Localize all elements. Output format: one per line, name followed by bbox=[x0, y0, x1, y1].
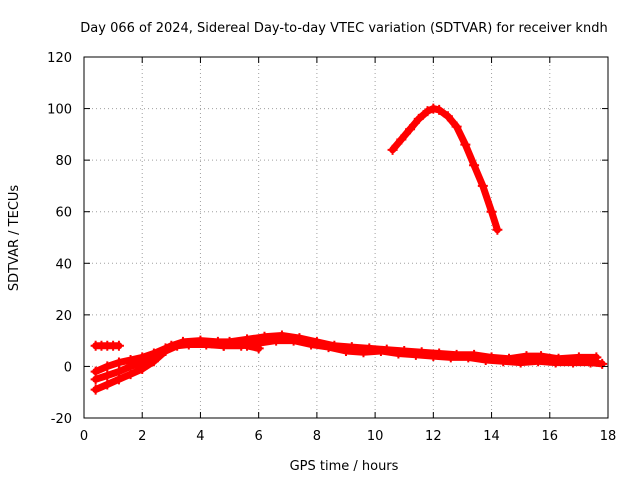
data-point bbox=[207, 338, 218, 349]
data-point bbox=[422, 106, 433, 117]
data-point bbox=[253, 343, 264, 354]
data-point bbox=[410, 349, 421, 360]
x-tick-label: 12 bbox=[425, 429, 442, 444]
data-point bbox=[387, 144, 398, 155]
data-point bbox=[113, 366, 124, 377]
plot-frame bbox=[83, 56, 609, 419]
data-point bbox=[477, 180, 488, 191]
y-tick-label: 60 bbox=[55, 206, 72, 221]
series-3 bbox=[90, 352, 159, 385]
data-point bbox=[306, 339, 317, 350]
data-point bbox=[396, 134, 407, 145]
x-tick-label: 4 bbox=[196, 429, 204, 444]
data-point bbox=[434, 104, 445, 115]
data-point bbox=[230, 338, 241, 349]
series-trace bbox=[389, 105, 501, 234]
data-point bbox=[428, 351, 439, 362]
data-point bbox=[393, 348, 404, 359]
data-point bbox=[102, 379, 113, 390]
series-5 bbox=[207, 338, 264, 354]
data-point bbox=[341, 345, 351, 356]
grid bbox=[84, 57, 608, 418]
x-axis: 0 2 4 6 8 10 12 14 16 18 bbox=[80, 57, 616, 444]
data-point bbox=[550, 357, 561, 368]
data-point bbox=[137, 357, 148, 368]
y-tick-label: 120 bbox=[47, 51, 72, 66]
data-point bbox=[288, 335, 299, 346]
data-point bbox=[568, 357, 579, 368]
y-tick-label: 80 bbox=[55, 154, 72, 169]
y-tick-label: 20 bbox=[55, 309, 72, 324]
data-point bbox=[442, 111, 453, 122]
y-axis: -20 0 20 40 60 80 100 120 bbox=[47, 51, 608, 427]
data-point bbox=[242, 340, 253, 351]
x-axis-title: GPS time / hours bbox=[290, 459, 399, 474]
data-point bbox=[451, 121, 462, 132]
data-point bbox=[125, 361, 136, 372]
x-tick-label: 6 bbox=[255, 429, 263, 444]
data-point bbox=[498, 356, 509, 367]
data-point bbox=[405, 124, 416, 135]
x-tick-label: 16 bbox=[542, 429, 559, 444]
data-point bbox=[148, 352, 159, 363]
series-0 bbox=[387, 103, 503, 235]
data-point bbox=[486, 206, 497, 217]
data-point bbox=[469, 160, 480, 171]
data-point bbox=[183, 339, 194, 350]
y-axis-title: SDTVAR / TECUs bbox=[7, 185, 22, 292]
data-point bbox=[323, 342, 334, 353]
data-point bbox=[90, 374, 101, 385]
data-point bbox=[102, 370, 113, 381]
y-tick-label: 40 bbox=[55, 257, 72, 272]
data-point bbox=[597, 358, 608, 369]
data-point bbox=[463, 352, 474, 363]
data-point bbox=[102, 361, 113, 372]
data-point bbox=[375, 345, 386, 356]
data-point bbox=[113, 357, 124, 368]
x-tick-label: 14 bbox=[483, 429, 500, 444]
x-tick-label: 2 bbox=[138, 429, 146, 444]
chart-title: Day 066 of 2024, Sidereal Day-to-day VTE… bbox=[80, 21, 607, 36]
data-point bbox=[160, 345, 171, 356]
data-point bbox=[428, 103, 439, 114]
data-point bbox=[585, 357, 596, 368]
y-tick-label: -20 bbox=[51, 412, 72, 427]
x-tick-label: 18 bbox=[600, 429, 617, 444]
y-tick-label: 100 bbox=[47, 103, 72, 118]
x-tick-label: 10 bbox=[367, 429, 384, 444]
data-point bbox=[218, 340, 229, 351]
data-point bbox=[515, 357, 526, 368]
series-4 bbox=[90, 340, 124, 351]
x-tick-label: 0 bbox=[80, 429, 88, 444]
x-tick-label: 8 bbox=[313, 429, 321, 444]
data-point bbox=[533, 356, 544, 367]
data-point bbox=[113, 340, 124, 351]
series-group bbox=[90, 103, 608, 395]
y-tick-label: 0 bbox=[64, 360, 72, 375]
data-point bbox=[271, 335, 282, 346]
data-point bbox=[413, 113, 424, 124]
data-point bbox=[445, 352, 456, 363]
data-point bbox=[460, 139, 471, 150]
data-point bbox=[90, 384, 101, 395]
data-point bbox=[358, 347, 369, 358]
data-point bbox=[172, 340, 183, 351]
data-point bbox=[480, 354, 491, 365]
data-point bbox=[492, 224, 503, 235]
